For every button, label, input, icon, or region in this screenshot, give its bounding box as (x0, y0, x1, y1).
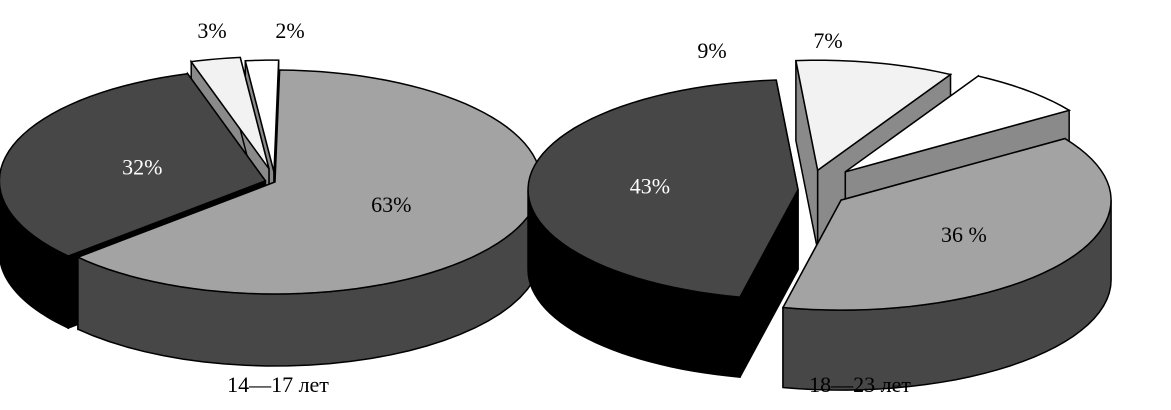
pie-slice-top (0, 72, 267, 257)
pie-slice-top (527, 79, 799, 298)
pie-slice (781, 137, 1112, 391)
pie-slice-top (781, 137, 1112, 311)
pie-chart-18-23: 36 % 43% 9% 7% (527, 28, 1112, 391)
pie-slice-label: 9% (697, 38, 726, 63)
chart-caption-14-17: 14—17 лет (227, 372, 329, 397)
pie-slice-label: 43% (630, 174, 670, 199)
pie-chart-14-17: 63% 32% 3% 2% (0, 18, 542, 367)
pie-slice-top (844, 75, 1072, 173)
pie-slice-label: 2% (275, 18, 304, 43)
pie-slice-label: 3% (197, 18, 226, 43)
pie-slice (75, 69, 542, 367)
pie-slice-top (75, 69, 542, 295)
pie-slice-label: 7% (813, 28, 842, 53)
pie-slice-top (794, 59, 953, 172)
pie-slice-label: 63% (371, 192, 411, 217)
pie-slice-top (244, 59, 280, 173)
pie-slice-top (189, 56, 270, 170)
pie-slice-label: 36 % (941, 222, 987, 247)
chart-caption-18-23: 18—23 лет (809, 372, 911, 397)
pie-slice (527, 79, 799, 378)
pie-slice-label: 32% (122, 155, 162, 180)
